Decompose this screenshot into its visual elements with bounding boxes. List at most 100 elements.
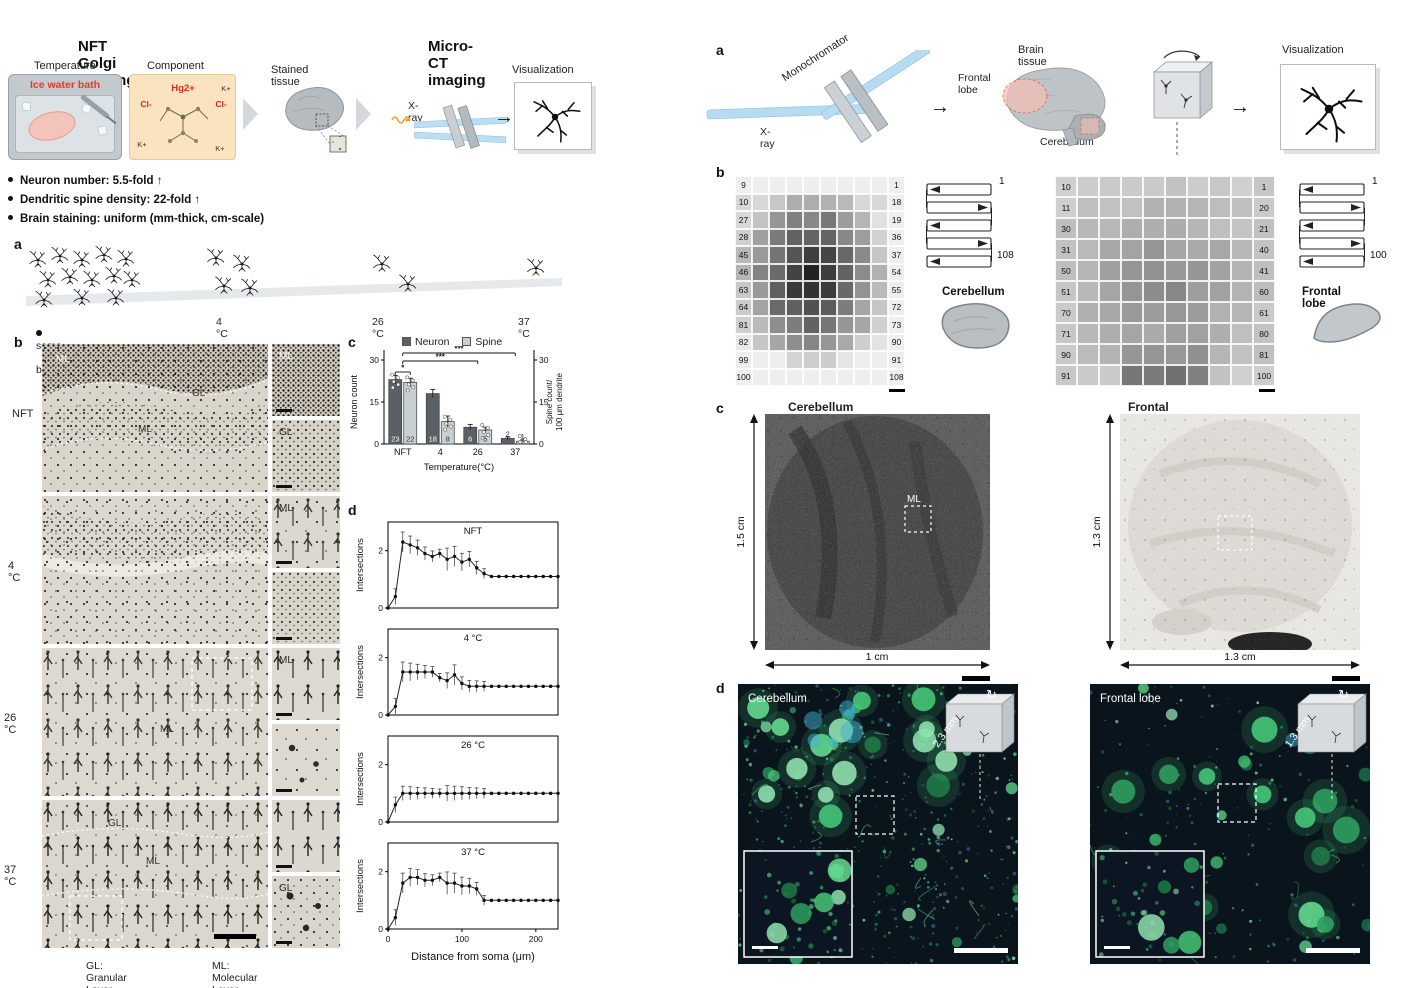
data-point bbox=[526, 684, 531, 689]
svg-text:0: 0 bbox=[378, 924, 383, 934]
xray-squiggle-icon bbox=[391, 116, 411, 124]
panel-a-illustration bbox=[26, 245, 562, 308]
svg-text:37: 37 bbox=[510, 447, 520, 457]
scan-tile bbox=[1165, 218, 1187, 239]
scan-tile: 36 bbox=[888, 228, 905, 246]
data-point bbox=[489, 574, 494, 579]
scan-tile: 1 bbox=[888, 176, 905, 194]
temperature-label: Temperature bbox=[34, 60, 96, 72]
scan-tile bbox=[803, 211, 820, 229]
tile-number: 90 bbox=[1061, 349, 1071, 360]
scan-tile: 10 bbox=[735, 193, 752, 211]
svg-text:0: 0 bbox=[378, 817, 383, 827]
scan-tile bbox=[786, 228, 803, 246]
scale-bar bbox=[214, 934, 256, 939]
scan-tile bbox=[837, 176, 854, 194]
micrograph-4c bbox=[42, 496, 268, 644]
data-point bbox=[519, 791, 523, 796]
height-value: 1.3 cm bbox=[1092, 516, 1103, 548]
svg-text:200: 200 bbox=[529, 934, 543, 944]
scan-tile bbox=[820, 333, 837, 351]
scan-tile bbox=[1077, 197, 1099, 218]
scan-tile bbox=[752, 333, 769, 351]
data-point bbox=[541, 898, 545, 903]
scan-tile bbox=[803, 351, 820, 369]
scan-tile bbox=[1209, 260, 1231, 281]
scan-tile bbox=[1077, 239, 1099, 260]
data-point bbox=[497, 684, 501, 689]
tile-number: 100 bbox=[1256, 370, 1272, 381]
scan-tile bbox=[786, 316, 803, 334]
scan-tile bbox=[786, 351, 803, 369]
scan-tile: 82 bbox=[735, 333, 752, 351]
data-point bbox=[556, 791, 560, 796]
ml-box-label: ML bbox=[907, 494, 921, 505]
data-point bbox=[504, 791, 508, 796]
scan-tile bbox=[1231, 344, 1253, 365]
scan-tile bbox=[769, 281, 786, 299]
tile-number: 18 bbox=[891, 197, 902, 208]
scan-tile: 37 bbox=[888, 246, 905, 264]
inset-texture bbox=[1098, 851, 1203, 957]
layer-label: ML bbox=[56, 354, 70, 365]
scan-tile bbox=[1121, 176, 1143, 197]
scan-tile bbox=[752, 246, 769, 264]
cerebellum-scan-grid: 9 1 10 18 27 19 28 36 45 37 46 54 63 55 64 72 81 73 82 90 99… bbox=[735, 176, 905, 386]
scan-tile bbox=[752, 298, 769, 316]
legend-neuron-label: Neuron bbox=[415, 336, 450, 348]
data-point bbox=[511, 574, 516, 579]
sholl-x-axis-label: Distance from soma (μm) bbox=[411, 951, 535, 963]
scan-tile bbox=[871, 228, 888, 246]
scan-tile bbox=[854, 211, 871, 229]
scan-tile: 100 bbox=[735, 368, 752, 386]
scan-tile bbox=[1121, 218, 1143, 239]
scan-tile bbox=[1165, 176, 1187, 197]
scan-tile bbox=[820, 193, 837, 211]
crop-37c-ml bbox=[272, 800, 340, 872]
panel-a-label-right: a bbox=[716, 42, 724, 58]
crop-4c-spines bbox=[272, 572, 340, 644]
sample-cube-inset bbox=[1297, 693, 1367, 802]
svg-text:NFT: NFT bbox=[464, 526, 483, 537]
svg-text:6: 6 bbox=[468, 435, 472, 444]
data-point bbox=[467, 684, 472, 689]
svg-text:0: 0 bbox=[378, 710, 383, 720]
svg-text:0: 0 bbox=[374, 439, 379, 449]
tile-number: 90 bbox=[891, 337, 902, 348]
tile-number: 61 bbox=[1259, 307, 1269, 318]
scan-tile: 40 bbox=[1253, 239, 1275, 260]
cerebellum-shape-icon bbox=[941, 303, 1010, 349]
data-point bbox=[504, 898, 508, 903]
brain-illustration bbox=[1002, 67, 1106, 147]
scan-tile bbox=[1099, 176, 1121, 197]
monochromator-beam-illustration bbox=[706, 50, 931, 144]
tile-number: 64 bbox=[738, 302, 749, 313]
layer-label: ML bbox=[279, 503, 293, 514]
layer-label: ML bbox=[160, 724, 174, 735]
data-point bbox=[511, 684, 516, 689]
serpentine-end: 108 bbox=[997, 250, 1014, 261]
data-point bbox=[401, 540, 405, 544]
data-point bbox=[423, 551, 427, 556]
data-point bbox=[497, 898, 501, 903]
arrow-right-icon: → bbox=[930, 96, 950, 118]
svg-text:22: 22 bbox=[406, 435, 414, 444]
scan-tile: 27 bbox=[735, 211, 752, 229]
scan-tile: 81 bbox=[1253, 344, 1275, 365]
scan-tile bbox=[837, 281, 854, 299]
scan-tile bbox=[820, 211, 837, 229]
scan-tile bbox=[854, 193, 871, 211]
serpentine-start: 1 bbox=[999, 176, 1005, 187]
scan-tile bbox=[854, 263, 871, 281]
serpentine-start: 1 bbox=[1372, 176, 1378, 187]
tile-number: 73 bbox=[891, 319, 902, 330]
xray-label: X-ray bbox=[408, 100, 423, 124]
header-microct: Micro-CT imaging bbox=[428, 38, 486, 89]
inset-texture bbox=[759, 851, 852, 954]
svg-text:NFT: NFT bbox=[394, 447, 412, 457]
scan-tile bbox=[786, 263, 803, 281]
scan-tile: 41 bbox=[1253, 260, 1275, 281]
scan-tile: 80 bbox=[1253, 323, 1275, 344]
scan-tile: 90 bbox=[888, 333, 905, 351]
